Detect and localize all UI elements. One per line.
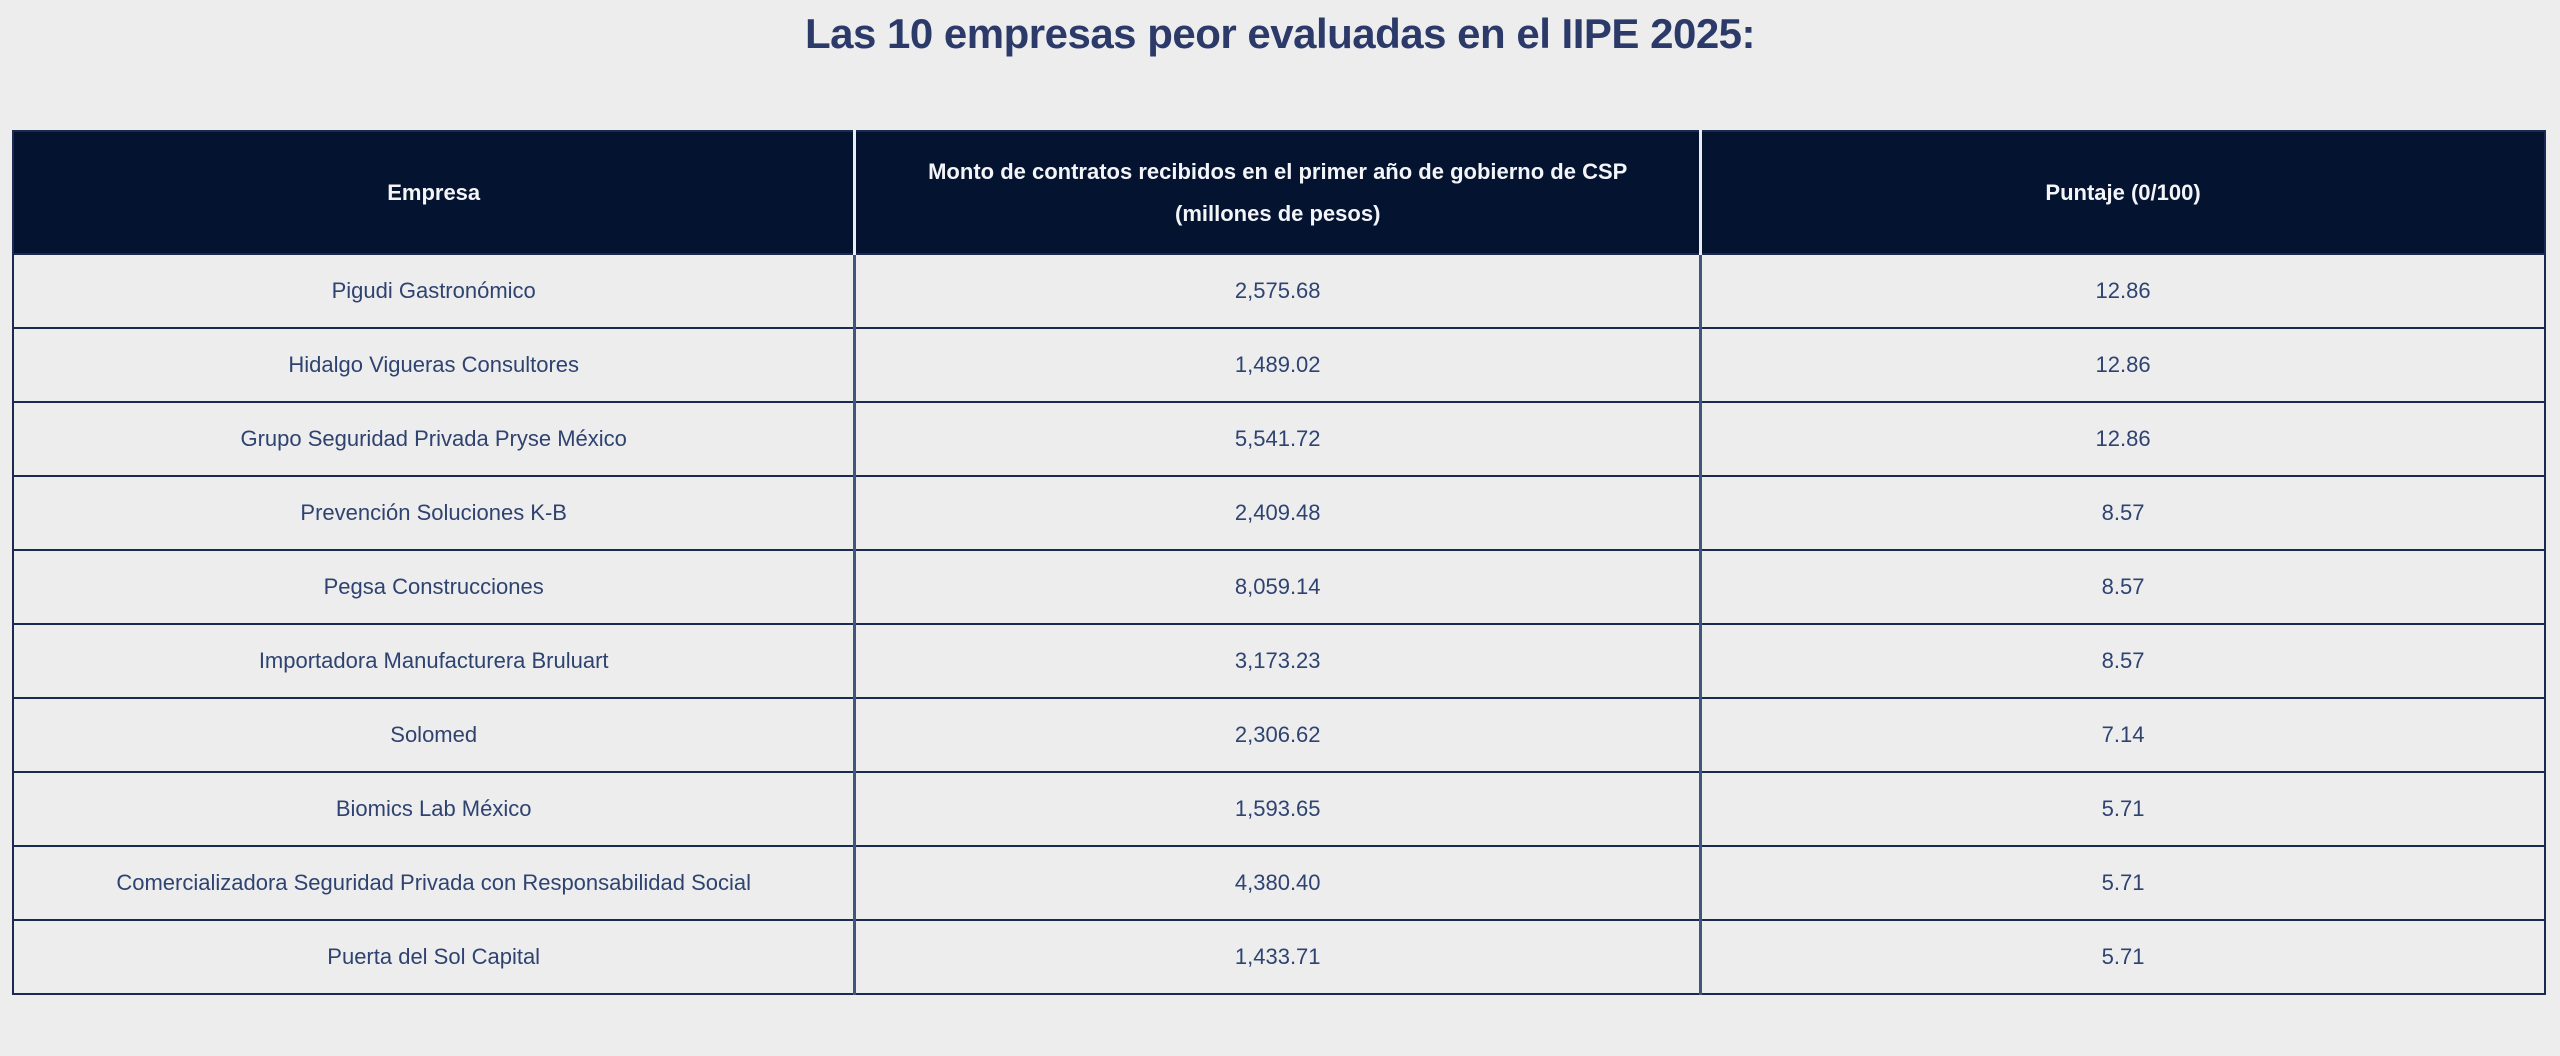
company-cell: Solomed [13, 697, 855, 772]
amount-cell: 1,593.65 [853, 771, 1701, 846]
score-cell-text: 12.86 [2095, 278, 2151, 303]
column-header: Puntaje (0/100) [1699, 131, 2545, 254]
score-cell-text: 5.71 [2101, 944, 2145, 969]
table-header-row: Empresa Monto de contratos recibidos en e… [13, 131, 2545, 254]
company-cell-text: Prevención Soluciones K-B [300, 500, 567, 525]
score-cell: 5.71 [1699, 771, 2545, 846]
company-cell: Prevención Soluciones K-B [13, 475, 855, 550]
company-cell: Pegsa Construcciones [13, 549, 855, 624]
amount-cell-text: 1,593.65 [1234, 796, 1321, 821]
table-row: Grupo Seguridad Privada Pryse México 5,54… [13, 401, 2545, 476]
amount-cell-text: 1,433.71 [1234, 944, 1321, 969]
score-cell: 12.86 [1699, 253, 2545, 328]
company-cell-text: Importadora Manufacturera Bruluart [258, 648, 609, 673]
amount-cell: 2,306.62 [853, 697, 1701, 772]
score-cell: 5.71 [1699, 845, 2545, 920]
company-cell-text: Solomed [390, 722, 478, 747]
amount-cell-text: 4,380.40 [1234, 870, 1321, 895]
table-row: Comercializadora Seguridad Privada con R… [13, 845, 2545, 920]
amount-cell: 4,380.40 [853, 845, 1701, 920]
score-cell-text: 12.86 [2095, 426, 2151, 451]
score-cell: 12.86 [1699, 401, 2545, 476]
companies-table: Empresa Monto de contratos recibidos en e… [12, 130, 2546, 995]
company-cell: Comercializadora Seguridad Privada con R… [13, 845, 855, 920]
amount-cell-text: 1,489.02 [1234, 352, 1321, 377]
table-row: Hidalgo Vigueras Consultores 1,489.02 12.8… [13, 327, 2545, 402]
amount-cell: 1,433.71 [853, 919, 1701, 994]
company-cell: Biomics Lab México [13, 771, 855, 846]
company-cell-text: Puerta del Sol Capital [327, 944, 541, 969]
page-title: Las 10 empresas peor evaluadas en el IIP… [804, 10, 1756, 57]
score-cell: 12.86 [1699, 327, 2545, 402]
amount-cell-text: 5,541.72 [1234, 426, 1321, 451]
score-cell-text: 8.57 [2101, 648, 2145, 673]
company-cell-text: Pigudi Gastronómico [331, 278, 536, 303]
table-row: Solomed 2,306.62 7.14 [13, 697, 2545, 772]
company-cell-text: Hidalgo Vigueras Consultores [288, 352, 580, 377]
amount-cell: 2,409.48 [853, 475, 1701, 550]
company-cell-text: Comercializadora Seguridad Privada con R… [116, 870, 752, 895]
company-cell: Pigudi Gastronómico [13, 253, 855, 328]
amount-cell-text: 3,173.23 [1234, 648, 1321, 673]
table-row: Prevención Soluciones K-B 2,409.48 8.57 [13, 475, 2545, 550]
score-cell: 8.57 [1699, 549, 2545, 624]
company-cell: Hidalgo Vigueras Consultores [13, 327, 855, 402]
company-cell-text: Pegsa Construcciones [323, 574, 544, 599]
score-cell-text: 5.71 [2101, 870, 2145, 895]
column-header: Empresa [13, 131, 855, 254]
amount-cell-text: 2,575.68 [1234, 278, 1321, 303]
score-cell-text: 5.71 [2101, 796, 2145, 821]
amount-cell: 1,489.02 [853, 327, 1701, 402]
table-row: Puerta del Sol Capital 1,433.71 5.71 [13, 919, 2545, 994]
amount-cell: 3,173.23 [853, 623, 1701, 698]
amount-cell: 2,575.68 [853, 253, 1701, 328]
score-cell: 8.57 [1699, 475, 2545, 550]
company-cell: Grupo Seguridad Privada Pryse México [13, 401, 855, 476]
amount-cell-text: 8,059.14 [1234, 574, 1321, 599]
score-cell: 5.71 [1699, 919, 2545, 994]
amount-cell: 5,541.72 [853, 401, 1701, 476]
company-cell: Puerta del Sol Capital [13, 919, 855, 994]
score-cell-text: 8.57 [2101, 500, 2145, 525]
company-cell-text: Biomics Lab México [335, 796, 532, 821]
amount-cell: 8,059.14 [853, 549, 1701, 624]
company-cell: Importadora Manufacturera Bruluart [13, 623, 855, 698]
table-row: Importadora Manufacturera Bruluart 3,173.… [13, 623, 2545, 698]
company-cell-text: Grupo Seguridad Privada Pryse México [240, 426, 627, 451]
column-header: Monto de contratos recibidos en el prime… [853, 131, 1701, 254]
score-cell-text: 7.14 [2101, 722, 2145, 747]
amount-cell-text: 2,306.62 [1234, 722, 1321, 747]
table-row: Pegsa Construcciones 8,059.14 8.57 [13, 549, 2545, 624]
table-body: Pigudi Gastronómico 2,575.68 12.86 Hidalgo … [13, 253, 2545, 994]
table-row: Biomics Lab México 1,593.65 5.71 [13, 771, 2545, 846]
score-cell: 8.57 [1699, 623, 2545, 698]
table-row: Pigudi Gastronómico 2,575.68 12.86 [13, 253, 2545, 328]
score-cell-text: 12.86 [2095, 352, 2151, 377]
score-cell-text: 8.57 [2101, 574, 2145, 599]
score-cell: 7.14 [1699, 697, 2545, 772]
amount-cell-text: 2,409.48 [1234, 500, 1321, 525]
